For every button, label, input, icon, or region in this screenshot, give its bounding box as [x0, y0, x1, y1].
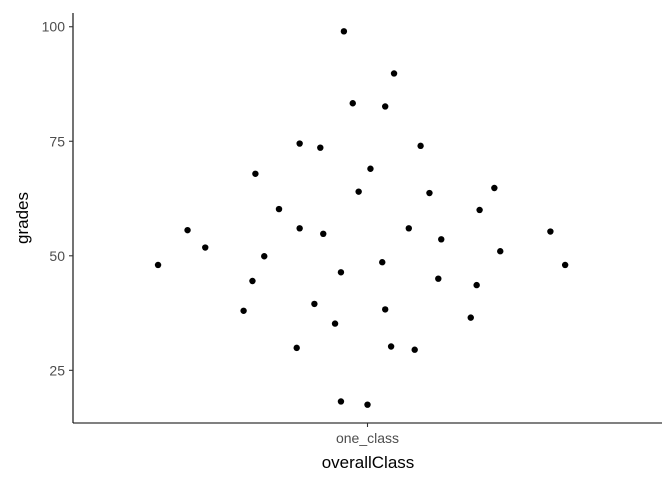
y-axis-title: grades: [13, 192, 32, 244]
data-point: [411, 346, 418, 353]
data-point: [293, 344, 300, 352]
data-point: [476, 206, 483, 214]
data-point: [261, 253, 268, 260]
data-points: [154, 28, 569, 408]
data-point: [252, 170, 259, 177]
data-point: [417, 142, 424, 150]
data-point: [355, 188, 362, 195]
data-point: [320, 230, 327, 238]
data-point: [497, 248, 504, 255]
y-tick-label: 75: [49, 133, 65, 149]
data-point: [387, 343, 395, 350]
data-point: [202, 244, 209, 251]
data-point: [547, 228, 554, 235]
data-point: [311, 300, 318, 308]
data-point: [405, 225, 412, 232]
y-tick-label: 25: [49, 362, 65, 378]
x-axis: one_class: [73, 422, 662, 446]
data-point: [296, 140, 303, 147]
data-point: [561, 261, 569, 269]
data-point: [240, 307, 247, 314]
data-point: [379, 259, 386, 266]
data-point: [435, 275, 442, 282]
x-axis-title: overallClass: [322, 453, 415, 472]
data-point: [367, 165, 374, 172]
data-point: [426, 189, 433, 197]
y-tick-label: 50: [49, 248, 65, 264]
data-point: [349, 100, 356, 107]
data-point: [390, 70, 398, 77]
data-point: [337, 398, 345, 405]
data-point: [184, 226, 191, 234]
data-point: [340, 28, 348, 35]
data-point: [331, 320, 339, 327]
x-tick-label: one_class: [336, 430, 399, 446]
y-axis: 25 50 75 100: [42, 13, 74, 423]
data-point: [154, 261, 162, 269]
data-point: [473, 281, 480, 289]
data-point: [364, 401, 371, 408]
data-point: [337, 269, 345, 276]
y-tick-label: 100: [42, 19, 66, 35]
data-point: [275, 205, 283, 213]
data-point: [296, 225, 303, 232]
data-point: [317, 144, 324, 151]
data-point: [438, 236, 445, 243]
data-point: [382, 103, 389, 110]
data-point: [467, 314, 474, 321]
data-point: [249, 277, 256, 285]
data-point: [491, 184, 498, 192]
data-point: [382, 306, 389, 313]
